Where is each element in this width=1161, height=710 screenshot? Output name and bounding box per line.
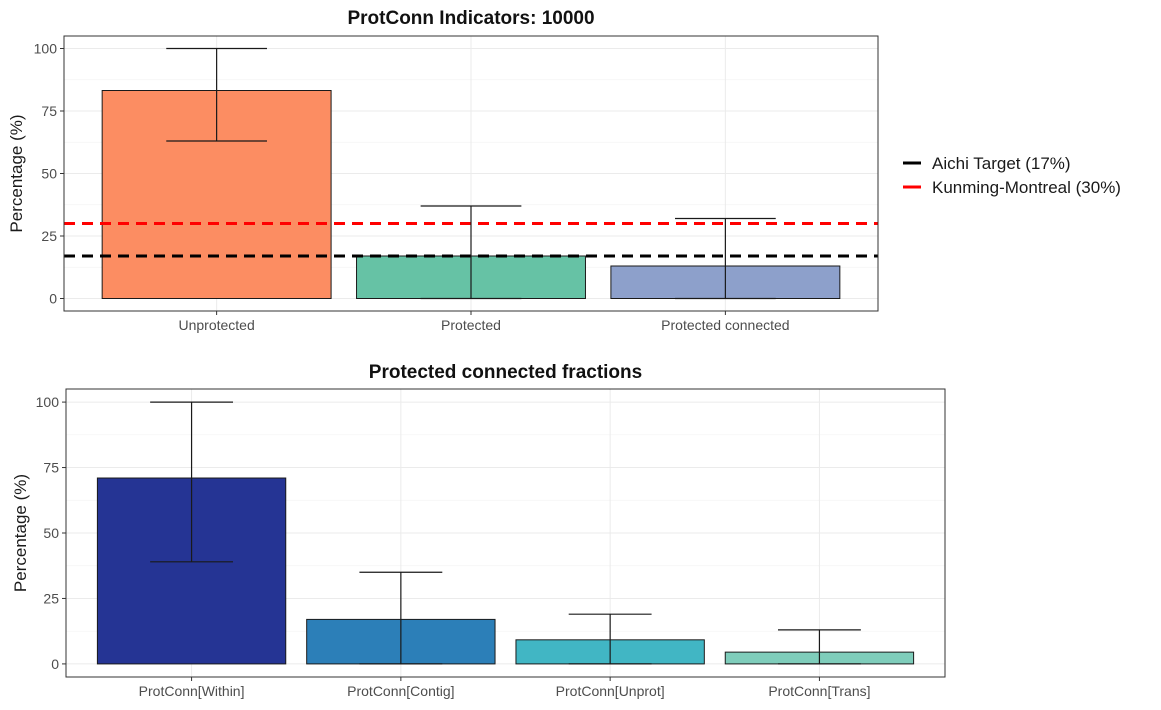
chart2-error-bars xyxy=(150,401,861,665)
chart2-y-axis-label: Percentage (%) xyxy=(11,474,30,592)
chart2-title: Protected connected fractions xyxy=(369,362,642,383)
y-tick-label: 25 xyxy=(43,590,59,606)
y-tick-label: 100 xyxy=(36,394,60,410)
y-tick-label: 75 xyxy=(41,103,57,119)
legend-label-kunming: Kunming-Montreal (30%) xyxy=(932,178,1121,197)
y-tick-label: 0 xyxy=(49,291,57,307)
y-tick-label: 75 xyxy=(43,460,59,476)
x-tick-label-unprotected: Unprotected xyxy=(178,317,254,333)
y-tick-label: 50 xyxy=(43,525,59,541)
chart2-y-ticks: 0 25 50 75 100 xyxy=(36,394,66,672)
chart1-title: ProtConn Indicators: 10000 xyxy=(347,8,594,29)
chart2-x-ticks: ProtConn[Within] ProtConn[Contig] ProtConn… xyxy=(139,677,871,699)
chart1-x-ticks: Unprotected Protected Protected connected xyxy=(178,311,790,333)
protconn-indicators-chart: 0 25 50 75 100 Unprotected Protected Protected… xyxy=(7,8,879,333)
chart2-bars xyxy=(96,477,915,665)
y-tick-label: 100 xyxy=(34,41,58,57)
y-tick-label: 0 xyxy=(51,656,59,672)
x-tick-label-protconn-trans: ProtConn[Trans] xyxy=(768,683,870,699)
x-tick-label-protconn-within: ProtConn[Within] xyxy=(139,683,245,699)
legend-label-aichi: Aichi Target (17%) xyxy=(932,154,1071,173)
x-tick-label-protected: Protected xyxy=(441,317,501,333)
chart1-y-axis-label: Percentage (%) xyxy=(7,114,26,232)
y-tick-label: 25 xyxy=(41,228,57,244)
chart1-y-ticks: 0 25 50 75 100 xyxy=(34,41,64,307)
chart1-legend: Aichi Target (17%) Kunming-Montreal (30%… xyxy=(903,154,1121,197)
x-tick-label-protconn-contig: ProtConn[Contig] xyxy=(347,683,454,699)
x-tick-label-protected-connected: Protected connected xyxy=(661,317,789,333)
y-tick-label: 50 xyxy=(41,166,57,182)
protected-connected-fractions-chart: 0 25 50 75 100 ProtConn[Within] ProtConn[Cont… xyxy=(11,362,946,699)
chart1-error-bars xyxy=(166,47,776,300)
x-tick-label-protconn-unprot: ProtConn[Unprot] xyxy=(556,683,665,699)
